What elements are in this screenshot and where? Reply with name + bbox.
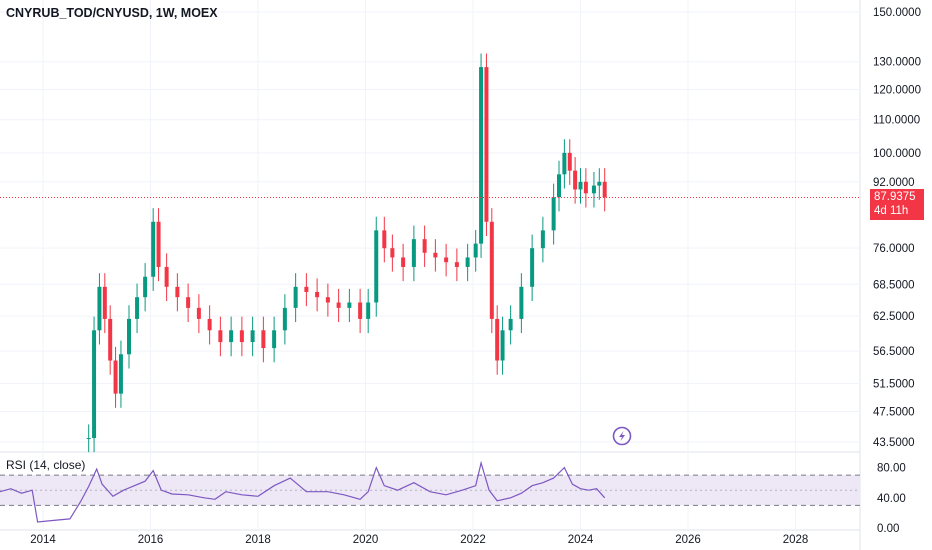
candle-body <box>186 297 191 308</box>
time-tick-label: 2016 <box>138 534 164 546</box>
candle-body <box>583 181 588 194</box>
chart-title: CNYRUB_TOD/CNYUSD, 1W, MOEX <box>6 6 218 20</box>
candle-body <box>325 297 330 303</box>
candle-body <box>358 302 363 319</box>
candle-body <box>489 221 494 319</box>
price-tick-label: 43.5000 <box>873 437 915 449</box>
time-tick-label: 2028 <box>783 534 809 546</box>
candle-body <box>92 330 97 439</box>
candle-body <box>108 318 113 361</box>
candle-body <box>519 286 524 319</box>
price-tick-label: 47.5000 <box>873 406 915 418</box>
candle-body <box>557 174 561 198</box>
candle-body <box>113 360 118 394</box>
candle-body <box>540 230 545 249</box>
last-price-countdown: 4d 11h <box>874 205 909 217</box>
candle-body <box>196 307 201 319</box>
candle-body <box>411 239 416 267</box>
last-price-badge: 87.9375 4d 11h <box>870 189 924 220</box>
candle-body <box>118 354 123 394</box>
candle-body <box>530 248 535 287</box>
candle-body <box>573 170 578 190</box>
lightning-bolt <box>619 431 625 441</box>
candle-body <box>135 297 140 319</box>
candle-body <box>374 230 379 303</box>
candle-body <box>282 307 287 331</box>
rsi-label: RSI (14, close) <box>6 458 86 472</box>
candle-body <box>156 221 161 267</box>
candle-body <box>500 330 505 361</box>
candle-body <box>382 230 387 249</box>
candle-body <box>444 257 449 263</box>
candle-body <box>597 181 602 186</box>
price-tick-label: 130.0000 <box>873 57 921 69</box>
candle-body <box>293 286 298 308</box>
candle-body <box>390 248 395 258</box>
candle-body <box>175 286 180 298</box>
time-tick-label: 2020 <box>353 534 379 546</box>
candle-body <box>272 330 277 349</box>
candle-body <box>473 243 478 258</box>
price-tick-label: 110.0000 <box>873 115 920 127</box>
last-price-value: 87.9375 <box>874 191 916 203</box>
candle-body <box>422 239 427 253</box>
candle-body <box>336 302 341 308</box>
rsi-tick-label: 80.00 <box>877 463 906 475</box>
candle-body <box>143 276 148 298</box>
candle-body <box>164 266 169 287</box>
candle-body <box>86 438 91 440</box>
candle-body <box>261 330 266 349</box>
candle-body <box>127 318 131 355</box>
candle-body <box>250 330 255 343</box>
candle-body <box>315 291 320 298</box>
time-tick-label: 2024 <box>568 534 594 546</box>
candle-body <box>479 67 484 244</box>
candle-body <box>454 262 459 267</box>
rsi-tick-label: 0.00 <box>877 523 899 535</box>
candle-body <box>347 302 352 308</box>
candle-body <box>207 318 212 331</box>
time-tick-label: 2018 <box>245 534 271 546</box>
time-tick-label: 2014 <box>30 534 56 546</box>
candle-body <box>151 221 156 277</box>
candle-body <box>562 152 567 175</box>
price-tick-label: 68.5000 <box>873 279 915 291</box>
candle-body <box>591 185 596 194</box>
candle-body <box>401 257 406 267</box>
candle-body <box>218 330 223 343</box>
candle-body <box>602 181 607 198</box>
candle-body <box>578 181 583 190</box>
candle-body <box>551 197 556 231</box>
time-tick-label: 2022 <box>460 534 486 546</box>
price-tick-label: 76.0000 <box>873 243 915 255</box>
candle-body <box>97 286 102 331</box>
price-tick-label: 56.5000 <box>873 346 915 358</box>
candle-body <box>366 302 371 319</box>
candle-body <box>433 252 438 258</box>
candle-body <box>508 318 513 331</box>
rsi-line <box>0 460 606 523</box>
price-tick-label: 62.5000 <box>873 311 915 323</box>
candle-body <box>484 67 489 222</box>
candle-body <box>239 330 244 343</box>
candle-body <box>229 330 234 343</box>
candle-body <box>465 257 470 267</box>
candle-body <box>304 286 309 292</box>
candle-body <box>495 318 500 361</box>
price-tick-label: 92.0000 <box>873 177 915 189</box>
time-tick-label: 2026 <box>675 534 701 546</box>
rsi-tick-label: 40.00 <box>877 493 906 505</box>
lightning-icon[interactable] <box>612 426 632 446</box>
price-tick-label: 51.5000 <box>873 378 915 390</box>
candle-body <box>567 152 572 171</box>
price-tick-label: 150.0000 <box>873 7 921 19</box>
price-tick-label: 100.0000 <box>873 148 921 160</box>
price-tick-label: 120.0000 <box>873 85 921 97</box>
candle-body <box>102 286 107 319</box>
